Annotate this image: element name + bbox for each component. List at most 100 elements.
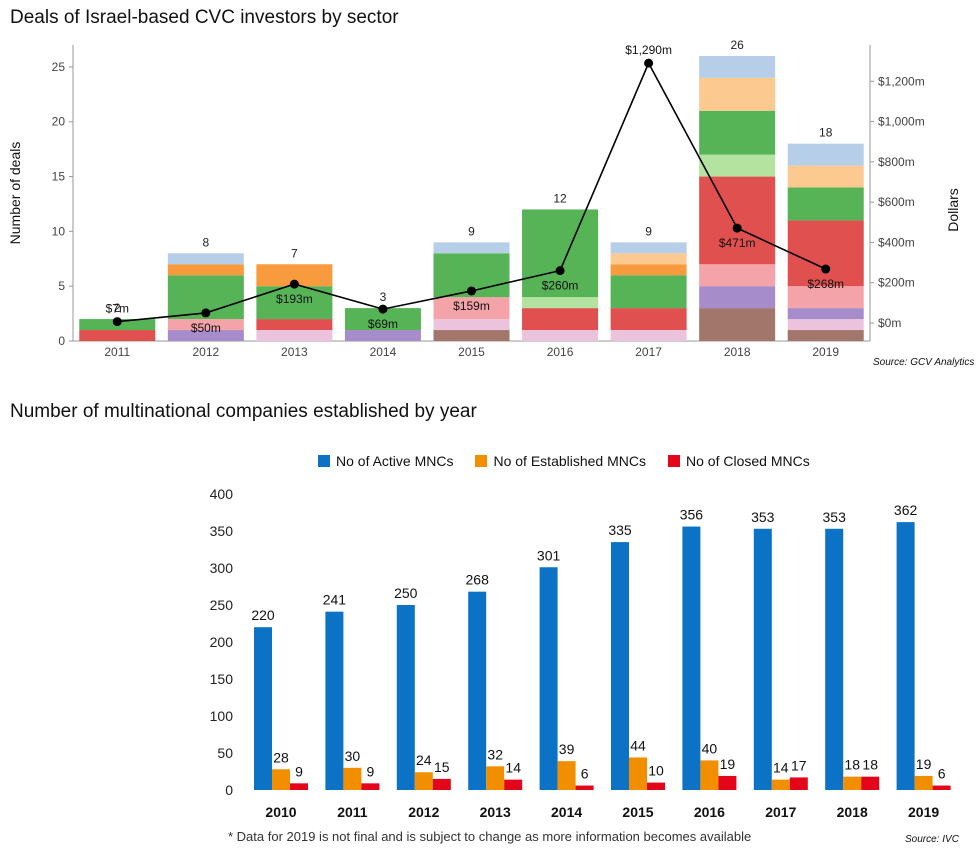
y2-tick-label: $400m bbox=[878, 235, 915, 249]
x-tick-label: 2011 bbox=[104, 345, 130, 359]
x-tick-label: 2014 bbox=[370, 345, 397, 359]
y2-tick-label: $0m bbox=[878, 316, 901, 330]
dollar-point bbox=[201, 308, 211, 318]
bar-total-label: 7 bbox=[291, 246, 298, 260]
bar-2011 bbox=[325, 611, 344, 790]
bar-segment-2018 bbox=[699, 55, 776, 78]
bar-segment-2018 bbox=[699, 77, 776, 111]
dollar-point bbox=[467, 286, 476, 296]
bar-total-label: 26 bbox=[730, 38, 744, 52]
y-tick-label: 200 bbox=[210, 634, 234, 650]
x-tick-label: 2016 bbox=[547, 345, 574, 359]
x-tick-label: 2017 bbox=[765, 804, 796, 820]
bar-2013 bbox=[468, 591, 487, 790]
bar-value-label: 19 bbox=[720, 756, 736, 772]
bar-segment-2019 bbox=[787, 286, 864, 309]
bar-segment-2019 bbox=[787, 220, 864, 287]
legend-item-active: No of Active MNCs bbox=[318, 453, 453, 469]
dollar-point bbox=[289, 279, 299, 289]
bar-total-label: 18 bbox=[819, 126, 833, 140]
bar-segment-2016 bbox=[522, 308, 599, 331]
x-tick-label: 2015 bbox=[458, 345, 485, 359]
y2-tick-label: $1,200m bbox=[878, 74, 925, 88]
bar-2019 bbox=[914, 775, 933, 790]
legend-item-established: No of Established MNCs bbox=[475, 453, 646, 469]
bar-value-label: 353 bbox=[751, 509, 775, 525]
bar-segment-2012 bbox=[167, 264, 244, 276]
bar-2014 bbox=[575, 785, 594, 790]
bar-total-label: 9 bbox=[645, 224, 652, 238]
bar-segment-2018 bbox=[699, 154, 776, 177]
chart1-svg: 0 5 10 15 20 25 $0m $200m $400m $600m $800m $1,000m… bbox=[7, 38, 961, 359]
bar-value-label: 268 bbox=[466, 572, 490, 588]
bar-2010 bbox=[254, 627, 272, 790]
x-tick-label: 2018 bbox=[724, 345, 751, 359]
x-tick-label: 2016 bbox=[694, 804, 725, 820]
bar-2014 bbox=[557, 761, 576, 790]
x-tick-label: 2013 bbox=[480, 804, 511, 820]
bar-2011 bbox=[343, 767, 362, 790]
bar-2016 bbox=[700, 760, 719, 790]
y-tick-label: 150 bbox=[210, 671, 234, 687]
bar-total-label: 12 bbox=[553, 191, 567, 205]
bar-segment-2018 bbox=[699, 308, 776, 341]
bar-segment-2017 bbox=[610, 275, 687, 309]
bar-2012 bbox=[432, 778, 451, 790]
bar-2015 bbox=[611, 542, 629, 790]
x-tick-label: 2010 bbox=[265, 804, 296, 820]
y-tick-label: 5 bbox=[58, 279, 65, 293]
bar-segment-2012 bbox=[167, 253, 244, 265]
legend-label-established: No of Established MNCs bbox=[493, 453, 646, 469]
bar-value-label: 9 bbox=[295, 763, 303, 779]
bar-segment-2019 bbox=[787, 143, 864, 166]
bar-2018 bbox=[843, 776, 862, 790]
bar-value-label: 14 bbox=[505, 760, 521, 776]
y-tick-label: 300 bbox=[210, 560, 234, 576]
y-tick-label: 50 bbox=[217, 745, 233, 761]
bar-value-label: 24 bbox=[416, 752, 432, 768]
dollar-label: $471m bbox=[719, 236, 756, 250]
bar-value-label: 17 bbox=[791, 757, 807, 773]
bar-segment-2018 bbox=[699, 110, 776, 155]
x-tick-label: 2014 bbox=[551, 804, 582, 820]
y2-tick-label: $200m bbox=[878, 276, 915, 290]
bar-value-label: 18 bbox=[844, 757, 860, 773]
bar-segment-2011 bbox=[79, 330, 156, 341]
bar-segment-2014 bbox=[344, 308, 421, 331]
bar-segment-2018 bbox=[699, 264, 776, 287]
y-tick-label: 0 bbox=[58, 334, 65, 348]
bar-2013 bbox=[504, 779, 523, 790]
bar-segment-2019 bbox=[787, 165, 864, 188]
y2-tick-label: $800m bbox=[878, 155, 915, 169]
y-tick-label: 10 bbox=[52, 224, 66, 238]
bar-value-label: 18 bbox=[862, 757, 878, 773]
bar-2018 bbox=[825, 528, 844, 790]
y2-tick-label: $600m bbox=[878, 195, 915, 209]
dollar-label: $69m bbox=[368, 317, 398, 331]
bar-value-label: 32 bbox=[487, 746, 503, 762]
bar-value-label: 28 bbox=[273, 749, 289, 765]
bar-value-label: 353 bbox=[823, 509, 847, 525]
bar-2013 bbox=[486, 766, 505, 790]
y-tick-label: 0 bbox=[225, 782, 233, 798]
chart2-source: Source: IVC bbox=[905, 834, 959, 845]
bar-total-label: 9 bbox=[468, 224, 475, 238]
bar-2012 bbox=[414, 772, 433, 790]
bar-2015 bbox=[629, 757, 647, 790]
dollar-point bbox=[821, 264, 831, 274]
x-tick-label: 2019 bbox=[812, 345, 839, 359]
x-tick-label: 2013 bbox=[281, 345, 308, 359]
bar-2014 bbox=[539, 567, 558, 790]
bar-segment-2015 bbox=[433, 297, 510, 320]
bar-segment-2018 bbox=[699, 286, 776, 309]
y2-tick-label: $1,000m bbox=[878, 115, 925, 129]
bar-2012 bbox=[396, 605, 415, 790]
legend-item-closed: No of Closed MNCs bbox=[668, 453, 810, 469]
bar-segment-2018 bbox=[699, 176, 776, 265]
y-tick-label: 100 bbox=[210, 708, 234, 724]
bar-value-label: 10 bbox=[648, 763, 664, 779]
bar-value-label: 6 bbox=[938, 766, 946, 782]
legend-swatch-closed bbox=[668, 455, 680, 467]
dollar-point bbox=[644, 58, 654, 68]
dollar-point bbox=[112, 317, 122, 327]
